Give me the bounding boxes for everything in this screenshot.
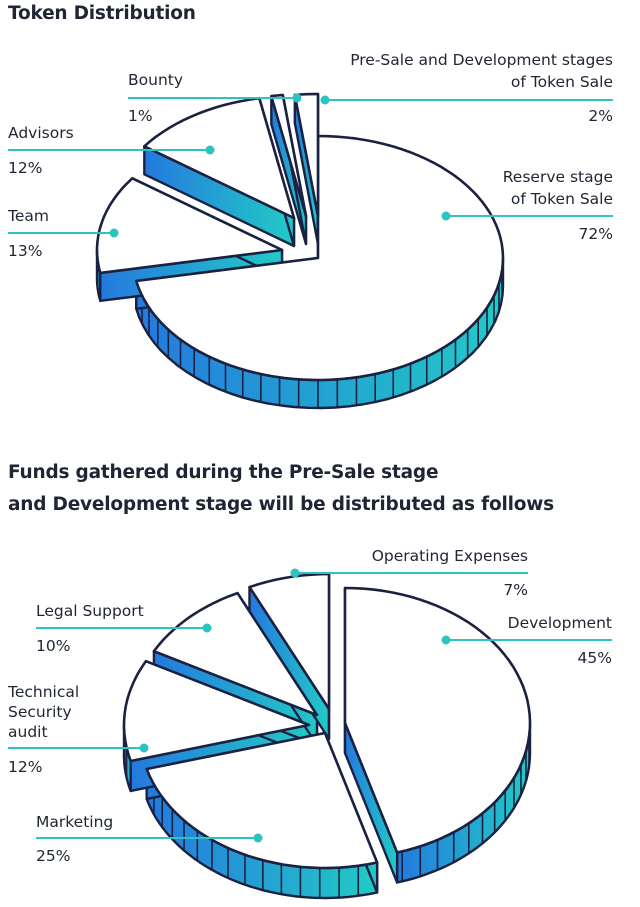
value-operating-expenses: 7% xyxy=(503,581,528,599)
slice-reserve-stage-of-token-sale xyxy=(135,134,505,382)
pie-1 xyxy=(8,568,612,900)
chart-title-funds-line-2: and Development stage will be distribute… xyxy=(8,494,554,515)
pie-0 xyxy=(8,92,613,410)
label-advisors: Advisors xyxy=(8,124,74,142)
chart-title-funds-line-1: Funds gathered during the Pre-Sale stage xyxy=(8,462,439,483)
slice-bounty xyxy=(270,93,308,218)
label-reserve-line-2: of Token Sale xyxy=(510,190,613,208)
label-marketing: Marketing xyxy=(36,813,114,831)
value-marketing: 25% xyxy=(36,847,71,865)
leader-dot-1-3 xyxy=(202,623,212,633)
leader-dot-1-4 xyxy=(290,568,300,578)
label-reserve-line-1: Reserve stage xyxy=(502,168,613,186)
chart-title-token-distribution: Token Distribution xyxy=(8,3,196,24)
leader-dot-0-3 xyxy=(292,93,302,103)
leader-dot-0-0 xyxy=(441,211,451,221)
value-technical: 12% xyxy=(8,758,43,776)
slice-operating-expenses xyxy=(248,572,331,711)
leader-dot-1-0 xyxy=(441,635,451,645)
leader-dot-1-2 xyxy=(139,743,149,753)
label-bounty: Bounty xyxy=(128,71,184,89)
leader-dot-1-1 xyxy=(253,833,263,843)
slice-legal-support xyxy=(152,591,319,717)
label-technical-line-2: Security xyxy=(8,703,72,721)
label-presale-line-2: of Token Sale xyxy=(510,73,613,91)
label-operating-expenses: Operating Expenses xyxy=(371,547,528,565)
slice-development xyxy=(343,586,532,854)
label-team: Team xyxy=(8,207,49,225)
label-legal-support: Legal Support xyxy=(36,602,144,620)
slice-team xyxy=(95,177,284,275)
value-presale: 2% xyxy=(588,107,613,125)
label-technical-line-1: Technical xyxy=(8,683,80,701)
value-team: 13% xyxy=(8,242,43,260)
slice-advisors xyxy=(143,96,296,220)
value-reserve: 72% xyxy=(578,225,613,243)
value-bounty: 1% xyxy=(128,107,153,125)
value-development: 45% xyxy=(577,649,612,667)
slice-marketing xyxy=(145,731,379,870)
label-presale-line-1: Pre-Sale and Development stages xyxy=(350,51,613,69)
label-development: Development xyxy=(507,614,612,632)
value-advisors: 12% xyxy=(8,159,43,177)
value-legal-support: 10% xyxy=(36,637,71,655)
leader-dot-0-1 xyxy=(109,228,119,238)
leader-dot-0-4 xyxy=(320,95,330,105)
leader-dot-0-2 xyxy=(205,145,215,155)
label-technical-line-3: audit xyxy=(8,723,48,741)
